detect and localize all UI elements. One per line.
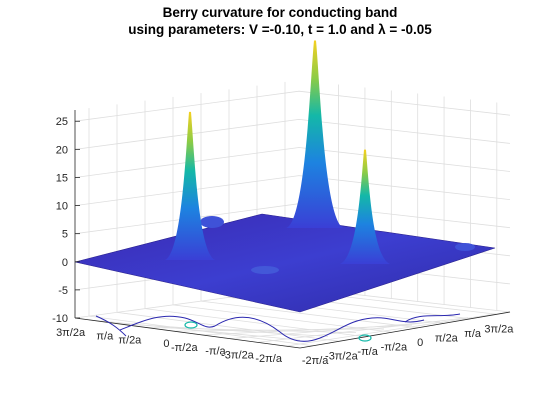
contour-line-5 [404,313,461,323]
x-floor-grid-1 [117,323,329,337]
y-tick-label-4: 0 [417,337,423,349]
z-grid-line-1 [74,118,511,150]
z-grid-line-2 [74,147,511,178]
z-tick-labels: 25 20 15 10 5 0 -5 -10 [52,116,80,325]
y-axis-line [299,311,511,349]
x-floor-grid-7 [285,313,497,347]
y-tick-label-7: 3π/2a [484,323,514,335]
z-tick-label-6: -5 [58,285,68,297]
x-axis-line [74,317,301,349]
contour-peak-right [358,334,372,342]
y-tick-labels: -2π/a-3π/2a -π/a -π/2a 0 π/2a π/a 3π/2a [302,323,514,367]
contour-line-2 [214,316,321,342]
chart-title-line-2: using parameters: V =-0.10, t = 1.0 and … [128,22,432,37]
x-floor-grid-3 [173,328,385,332]
y-floor-grid-3 [172,304,392,333]
z-tick-label-3: 10 [56,201,68,213]
y-floor-grid-4 [200,300,419,329]
surface-bump-3 [251,266,279,274]
y-floor-grid-2 [144,308,366,338]
z-tick-label-2: 15 [56,172,68,184]
z-grid-line-3 [74,175,511,206]
x-tick-label-6: -3π/2a [221,349,255,361]
z-tick-label-0: 25 [56,116,68,128]
contour-line-1 [119,315,216,331]
x-tick-label-2: π/2a [118,334,142,346]
z-tick-label-7: -10 [52,313,68,325]
surface-peaks [164,40,391,264]
z-tick-label-4: 5 [62,229,68,241]
x-floor-grid-5 [229,320,441,340]
peak-center [286,40,344,229]
y-floor-grid-1 [116,311,340,342]
floor-contours [95,313,461,342]
contour-line-4 [95,315,127,337]
x-tick-label-3: 0 [163,338,169,350]
x-tick-label-0: 3π/2a [56,327,86,339]
surface-bump-1 [200,216,224,228]
z-tick-label-5: 0 [62,257,68,269]
x-tick-label-4: -π/2a [171,342,198,354]
surface-bump-2 [455,243,475,251]
z-grid-line-0 [74,90,511,122]
y-tick-label-3: -π/2a [381,341,408,353]
chart-title-line-1: Berry curvature for conducting band [162,5,398,20]
peak-right [339,149,391,264]
x-tick-label-5: -π/a [205,346,226,358]
x-tick-labels: 3π/2a π/a π/2a 0 -π/2a -π/a-3π/2a -2π/a [56,327,283,365]
peak-left [164,111,216,261]
axes-box [74,110,511,349]
y-tick-label-5: π/2a [435,332,459,344]
y-tick-label-6: π/a [464,328,482,340]
z-tick-label-1: 20 [56,144,68,156]
x-tick-label-7: -2π/a [255,353,282,365]
y-tick-label-2: -π/a [357,346,378,358]
contour-peak-left [184,321,198,329]
x-tick-label-1: π/a [96,331,114,343]
contour-line-3 [319,317,425,339]
y-tick-label-0: -2π/a [302,355,329,367]
y-tick-label-1: -3π/2a [325,350,359,362]
y-floor-grid-0 [88,315,314,347]
